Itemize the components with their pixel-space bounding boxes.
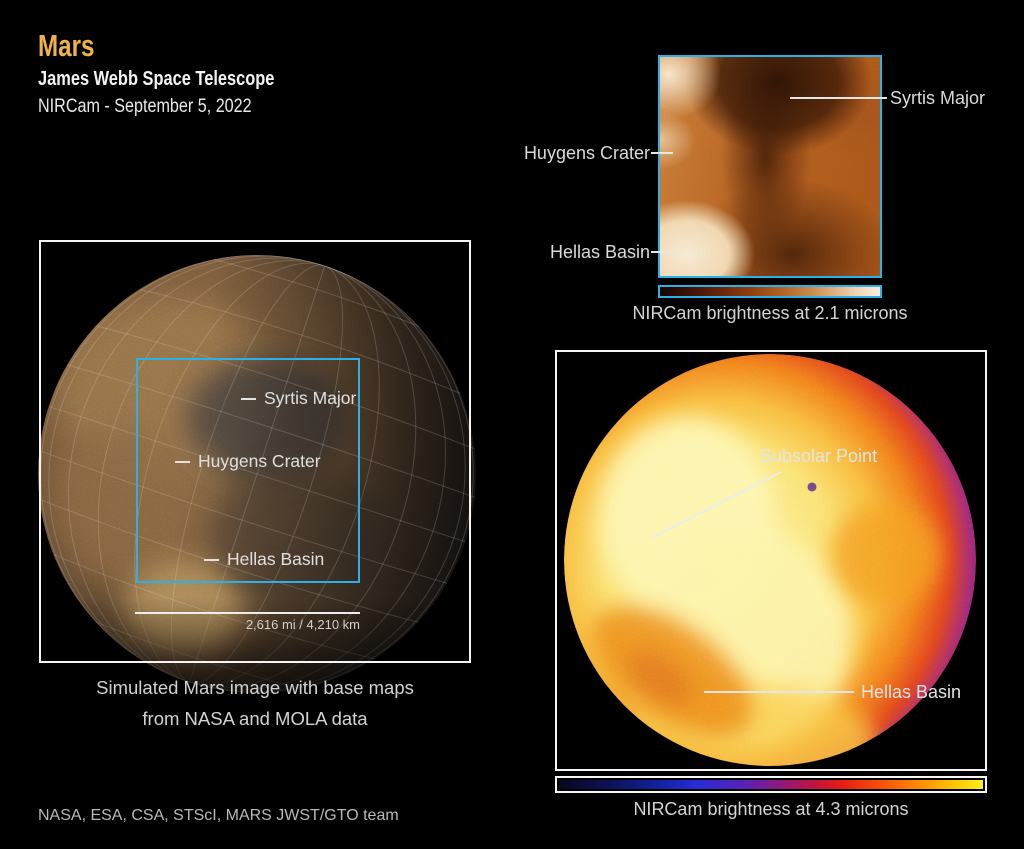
syrtis-major-pointer-line xyxy=(790,97,887,99)
nircam-21-image xyxy=(658,55,882,278)
pointer-dash xyxy=(241,397,256,400)
credit-line: NASA, ESA, CSA, STScI, MARS JWST/GTO tea… xyxy=(38,807,399,824)
simulated-panel-caption: Simulated Mars image with base maps from… xyxy=(96,677,414,729)
label-huygens-crater-sim: Huygens Crater xyxy=(175,451,321,472)
label-hellas-basin-21: Hellas Basin xyxy=(549,242,650,262)
nircam-43-caption: NIRCam brightness at 4.3 microns xyxy=(633,799,909,819)
nircam-21-colorbar xyxy=(658,285,882,298)
hellas-basin-43-pointer-line xyxy=(704,691,854,693)
telescope-name: James Webb Space Telescope xyxy=(38,68,275,90)
instrument-date: NIRCam - September 5, 2022 xyxy=(38,96,252,117)
observed-region-box xyxy=(136,358,360,583)
pointer-dash xyxy=(204,558,219,561)
nircam-21-caption: NIRCam brightness at 2.1 microns xyxy=(632,303,908,323)
label-syrtis-major-21: Syrtis Major xyxy=(890,88,986,108)
simulated-panel-frame xyxy=(39,240,471,663)
scale-bar-line xyxy=(135,612,360,614)
nircam-43-frame xyxy=(555,350,987,771)
simulated-mars-globe-image xyxy=(38,255,476,693)
label-subsolar-point: Subsolar Point xyxy=(760,446,878,466)
nircam-43-colorbar xyxy=(555,776,987,793)
page-title: Mars xyxy=(38,28,95,63)
label-syrtis-major-sim: Syrtis Major xyxy=(241,388,356,409)
nircam-43-colorbar-gradient xyxy=(559,780,983,789)
scale-bar-label: 2,616 mi / 4,210 km xyxy=(245,617,360,632)
huygens-crater-pointer-line xyxy=(651,152,673,154)
label-hellas-basin-43: Hellas Basin xyxy=(861,682,962,702)
hellas-basin-pointer-line xyxy=(651,251,673,253)
pointer-dash xyxy=(175,460,190,463)
label-hellas-basin-sim: Hellas Basin xyxy=(204,549,324,570)
label-huygens-crater-21: Huygens Crater xyxy=(523,143,650,163)
